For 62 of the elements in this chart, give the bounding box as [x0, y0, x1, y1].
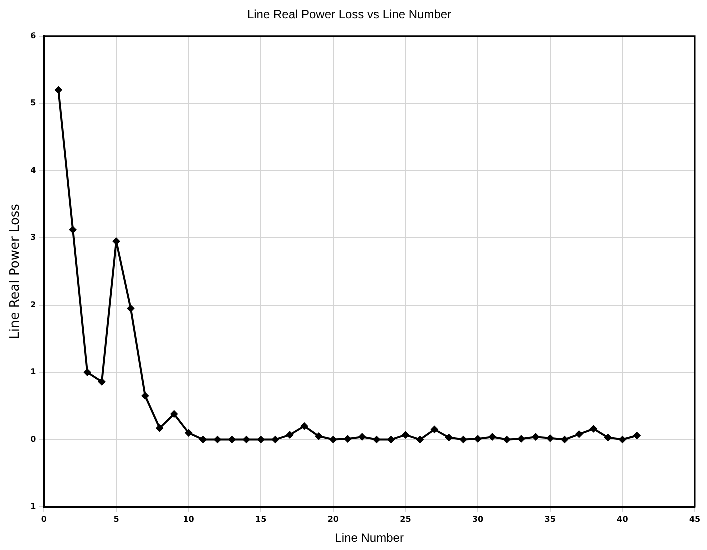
- x-tick-label: 10: [183, 514, 195, 524]
- point: [185, 430, 192, 437]
- y-tick-label: 5: [30, 98, 37, 108]
- y-tick-label: 6: [30, 31, 37, 40]
- point: [98, 378, 106, 386]
- point: [446, 434, 453, 442]
- point: [272, 436, 280, 444]
- point: [200, 436, 207, 444]
- point: [344, 436, 352, 443]
- point: [604, 434, 612, 442]
- x-tick-label: 20: [328, 514, 340, 524]
- point: [402, 432, 410, 439]
- point: [214, 436, 222, 444]
- y-tick-label: 3: [30, 233, 36, 242]
- point: [474, 436, 482, 443]
- point: [634, 432, 641, 440]
- point: [460, 436, 468, 444]
- x-tick-label: 15: [256, 514, 268, 524]
- point: [532, 434, 540, 441]
- y-axis-title: Line Real Power Loss: [8, 204, 24, 340]
- point: [416, 436, 424, 444]
- point: [286, 432, 294, 439]
- x-tick-label: 30: [472, 514, 484, 524]
- point: [388, 436, 395, 444]
- point: [258, 436, 265, 444]
- y-tick-label: 1: [30, 502, 37, 512]
- x-tick-label: 40: [617, 514, 629, 524]
- x-axis-title: Line Number: [335, 531, 404, 546]
- point: [142, 392, 149, 400]
- point: [358, 434, 366, 441]
- point: [561, 436, 568, 444]
- point: [503, 436, 510, 444]
- point: [315, 432, 322, 440]
- point: [518, 436, 525, 443]
- y-tick-label: 0: [30, 434, 37, 444]
- point: [243, 436, 250, 444]
- point: [84, 369, 92, 376]
- point: [170, 410, 178, 418]
- point: [156, 424, 164, 432]
- x-tick-label: 35: [544, 514, 556, 524]
- point: [228, 436, 236, 444]
- point: [431, 426, 438, 434]
- x-tick-label: 5: [114, 514, 120, 524]
- x-tick-label: 45: [689, 514, 701, 524]
- point: [489, 434, 496, 441]
- chart-title: Line Real Power Loss vs Line Number: [247, 8, 452, 22]
- y-tick-label: 4: [30, 166, 37, 175]
- y-tick-label: 2: [30, 300, 36, 310]
- point: [330, 436, 337, 444]
- y-tick-label: 1: [30, 368, 37, 377]
- point: [70, 226, 77, 234]
- x-tick-label: 0: [41, 514, 48, 524]
- point: [127, 305, 134, 312]
- point: [546, 434, 554, 442]
- point: [576, 430, 583, 438]
- point: [373, 436, 380, 444]
- x-tick-label: 25: [400, 514, 412, 524]
- point: [55, 86, 62, 94]
- point: [301, 422, 308, 430]
- point: [112, 238, 120, 245]
- point: [619, 436, 626, 444]
- point: [590, 426, 598, 433]
